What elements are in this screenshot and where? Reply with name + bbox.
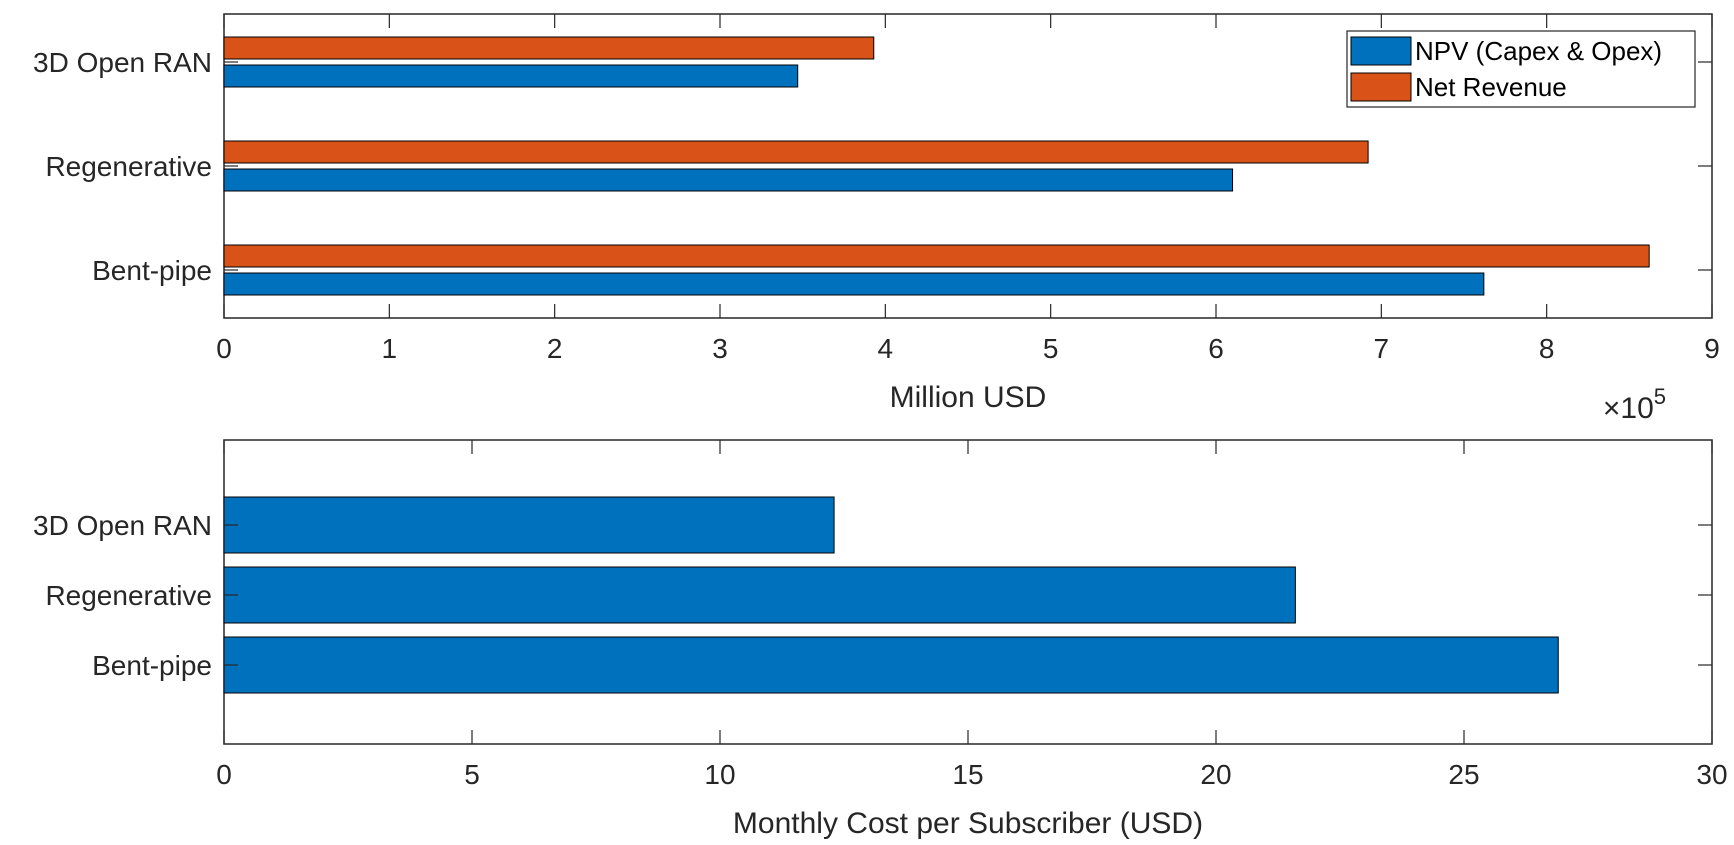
bar-3d-open-ran-npv-capex-opex <box>223 64 799 88</box>
chart-1-y-axis: Bent-pipe Regenerative 3D Open RAN <box>33 47 1712 286</box>
y-tick-label-regenerative: Regenerative <box>45 151 212 182</box>
x-tick-label: 6 <box>1208 333 1224 364</box>
bar-bent-pipe-monthly-cost-per-subscriber <box>223 636 1559 694</box>
chart-1: Bent-pipe Regenerative 3D Open RAN 0 1 2 3 4 5 6… <box>33 13 1720 425</box>
y-tick-label-3d-open-ran: 3D Open RAN <box>33 47 212 78</box>
x-tick-label: 5 <box>1043 333 1059 364</box>
x-tick-label: 10 <box>704 759 735 790</box>
legend-swatch-net-revenue <box>1350 72 1412 102</box>
y-tick-label-regenerative: Regenerative <box>45 580 212 611</box>
bar-3d-open-ran-monthly-cost-per-subscriber <box>223 496 835 554</box>
chart-2-x-axis: 0 5 10 15 20 25 30 <box>216 440 1728 790</box>
x-tick-label: 3 <box>712 333 728 364</box>
x-tick-label: 1 <box>382 333 398 364</box>
legend-swatch-npv <box>1350 36 1412 66</box>
x-tick-label: 7 <box>1374 333 1390 364</box>
y-tick-label-3d-open-ran: 3D Open RAN <box>33 510 212 541</box>
chart-1-exponent: ×105 <box>1603 384 1666 425</box>
x-tick-label: 5 <box>464 759 480 790</box>
bar-bent-pipe-npv-capex-opex <box>223 272 1485 296</box>
x-tick-label: 25 <box>1448 759 1479 790</box>
chart-1-bars <box>223 36 1650 296</box>
chart-1-x-axis: 0 1 2 3 4 5 6 7 8 9 <box>216 14 1720 364</box>
bar-bent-pipe-net-revenue <box>223 244 1650 268</box>
chart-2-y-axis: Bent-pipe Regenerative 3D Open RAN <box>33 510 1712 681</box>
x-tick-label: 15 <box>952 759 983 790</box>
x-tick-label: 9 <box>1704 333 1720 364</box>
x-tick-label: 8 <box>1539 333 1555 364</box>
x-tick-label: 0 <box>216 759 232 790</box>
y-tick-label-bent-pipe: Bent-pipe <box>92 255 212 286</box>
legend-label-npv: NPV (Capex & Opex) <box>1415 36 1662 66</box>
legend-label-net-revenue: Net Revenue <box>1415 72 1567 102</box>
y-tick-label-bent-pipe: Bent-pipe <box>92 650 212 681</box>
chart-2-bars <box>223 496 1559 694</box>
x-tick-label: 2 <box>547 333 563 364</box>
chart-2: Bent-pipe Regenerative 3D Open RAN 0 5 10 15 2… <box>33 439 1728 840</box>
x-tick-label: 30 <box>1696 759 1727 790</box>
bar-regenerative-net-revenue <box>223 140 1369 164</box>
chart-2-x-axis-label: Monthly Cost per Subscriber (USD) <box>733 807 1203 840</box>
chart-1-exponent-base: ×10 <box>1603 392 1654 425</box>
x-tick-label: 20 <box>1200 759 1231 790</box>
x-tick-label: 4 <box>878 333 894 364</box>
chart-1-legend: NPV (Capex & Opex) Net Revenue <box>1346 30 1696 108</box>
bar-regenerative-npv-capex-opex <box>223 168 1234 192</box>
chart-1-exponent-power: 5 <box>1654 384 1666 409</box>
bar-regenerative-monthly-cost-per-subscriber <box>223 566 1296 624</box>
x-tick-label: 0 <box>216 333 232 364</box>
chart-1-x-axis-label: Million USD <box>890 381 1047 414</box>
bar-3d-open-ran-net-revenue <box>223 36 875 60</box>
